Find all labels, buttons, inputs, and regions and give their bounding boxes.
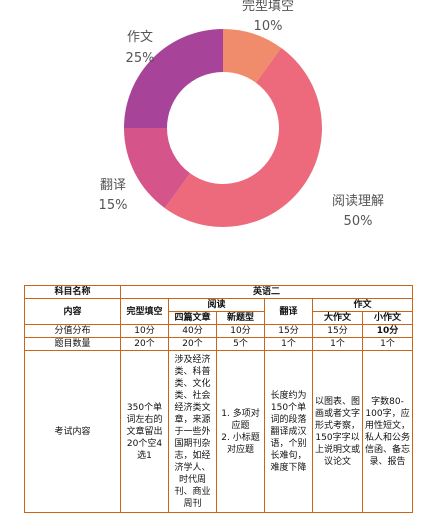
score-cell: 10分 bbox=[361, 324, 414, 338]
score-cell: 15分 bbox=[264, 324, 313, 338]
donut-slice bbox=[124, 29, 223, 128]
score-cell: 15分 bbox=[312, 324, 363, 338]
desc-cell: 长度约为150个单词的段落翻译成汉语，个别长难句，难度下降 bbox=[264, 350, 313, 513]
header-writing-group: 作文 bbox=[311, 298, 414, 312]
slice-percent-label: 15% bbox=[99, 198, 128, 213]
exam-structure-table: 科目名称 英语二 内容 完型填空 阅读 翻译 作文 四篇文章 新题型 大作文 小… bbox=[24, 285, 414, 513]
desc-cell: 字数80-100字，应用性短文，私人和公务信函、备忘录、报告 bbox=[361, 350, 414, 513]
slice-name-label: 完型填空 bbox=[242, 0, 294, 14]
count-cell: 1个 bbox=[361, 337, 414, 351]
count-cell: 5个 bbox=[216, 337, 265, 351]
desc-cell: 1. 多项对应题 2. 小标题对应题 bbox=[216, 350, 265, 513]
donut-slice bbox=[124, 128, 191, 209]
slice-percent-label: 25% bbox=[126, 51, 155, 66]
row-count-label: 题目数量 bbox=[24, 337, 121, 351]
score-cell: 40分 bbox=[168, 324, 217, 338]
donut-slice bbox=[223, 29, 282, 83]
subject-value: 英语二 bbox=[119, 285, 414, 299]
header-reading-group: 阅读 bbox=[168, 298, 265, 312]
slice-name-label: 作文 bbox=[127, 30, 153, 45]
slice-percent-label: 10% bbox=[254, 19, 283, 34]
count-cell: 20个 bbox=[120, 337, 169, 351]
header-cloze: 完型填空 bbox=[120, 298, 169, 325]
donut-chart: 完型填空 10% 阅读理解 50% 翻译 15% 作文 25% bbox=[99, 0, 384, 229]
header-translation: 翻译 bbox=[264, 298, 313, 325]
count-cell: 1个 bbox=[312, 337, 363, 351]
slice-name-label: 翻译 bbox=[100, 178, 126, 193]
header-writing-small: 小作文 bbox=[361, 311, 414, 325]
desc-cell: 涉及经济类、科普类、文化类、社会经济类文章，来源于一些外国期刊杂志，如经济学人、… bbox=[168, 350, 217, 513]
header-reading-four-articles: 四篇文章 bbox=[168, 311, 217, 325]
count-cell: 20个 bbox=[168, 337, 217, 351]
row-score-label: 分值分布 bbox=[24, 324, 121, 338]
header-content: 内容 bbox=[24, 298, 121, 325]
donut-slice bbox=[164, 47, 322, 227]
desc-cell: 以图表、图画或者文字形式考察，150字字以上说明文或议论文 bbox=[312, 350, 363, 513]
score-cell: 10分 bbox=[216, 324, 265, 338]
count-cell: 1个 bbox=[264, 337, 313, 351]
header-reading-new-type: 新题型 bbox=[216, 311, 265, 325]
desc-cell: 350个单词左右的文章留出20个空4选1 bbox=[120, 350, 169, 513]
header-writing-big: 大作文 bbox=[312, 311, 363, 325]
score-cell: 10分 bbox=[120, 324, 169, 338]
slice-name-label: 阅读理解 bbox=[332, 194, 384, 209]
slice-percent-label: 50% bbox=[344, 214, 373, 229]
header-subject-label: 科目名称 bbox=[24, 285, 121, 299]
row-desc-label: 考试内容 bbox=[24, 350, 121, 513]
